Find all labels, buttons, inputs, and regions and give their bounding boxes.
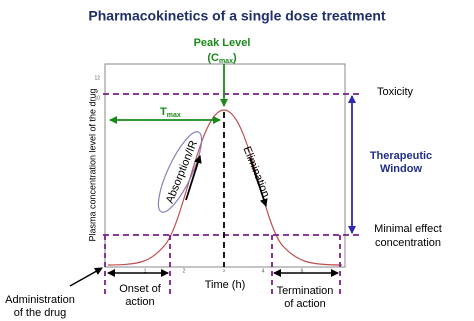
tmax-sub: max: [167, 112, 181, 119]
plot-frame: [104, 63, 346, 268]
absorption-arrow: [185, 155, 202, 201]
x-tick-label: 4: [262, 268, 265, 274]
toxicity-label: Toxicity: [377, 86, 414, 98]
onset-label: action: [125, 296, 154, 308]
x-tick-label: >: [223, 268, 226, 274]
termination-label: of action: [284, 298, 326, 310]
cmax-sub: max: [219, 58, 233, 65]
tmax-main: T: [160, 106, 167, 118]
window-label: Therapeutic: [370, 150, 432, 162]
minimal-label: concentration: [375, 237, 441, 249]
x-axis-label: Time (h): [205, 279, 246, 291]
elimination-arrow: [249, 157, 268, 207]
termination-label: Termination: [277, 285, 334, 297]
absorption-ellipse: [157, 131, 203, 213]
y-axis-label: Plasma concentration level of the drug: [87, 88, 97, 241]
cmax-close: ): [233, 52, 237, 64]
cmax-open: (C: [207, 52, 219, 64]
tmax-label: Tmax: [160, 106, 181, 119]
cmax-label: (Cmax): [207, 52, 237, 65]
administration-label: of the drug: [14, 307, 67, 319]
title: Pharmacokinetics of a single dose treatm…: [88, 8, 386, 24]
administration-arrow: [69, 267, 103, 287]
y-tick-label: 10: [94, 95, 100, 101]
minimal-label: Minimal effect: [374, 223, 442, 235]
peak-label: Peak Level: [194, 37, 251, 49]
elimination-label: Elimination: [240, 145, 271, 199]
concentration-curve: [107, 109, 343, 266]
y-tick-label: 12: [94, 75, 100, 81]
x-tick-label: 2: [183, 268, 186, 274]
onset-label: Onset of: [119, 283, 162, 295]
administration-label: Administration: [5, 294, 75, 306]
window-label: Window: [380, 163, 422, 175]
